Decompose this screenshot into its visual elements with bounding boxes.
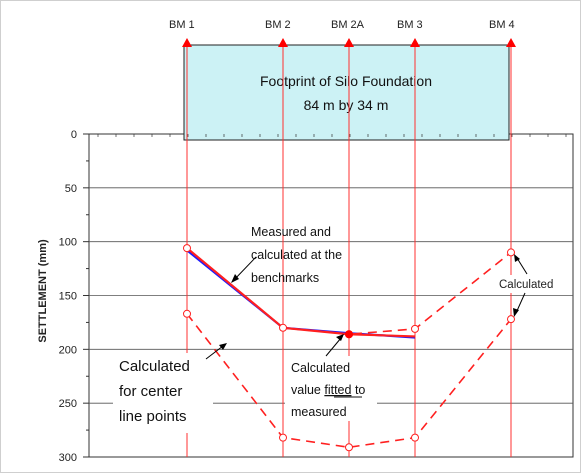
benchmark-marker	[182, 38, 192, 47]
data-point	[279, 323, 287, 332]
annotation-line: for center	[119, 383, 182, 400]
annotation-word: value	[291, 383, 324, 397]
arrowhead	[514, 254, 520, 262]
arrowhead	[513, 308, 519, 317]
arrowhead	[231, 274, 239, 283]
benchmark-marker	[278, 38, 288, 47]
data-point	[507, 315, 515, 324]
annotation-arrow	[325, 337, 342, 357]
footprint-dimensions: 84 m by 34 m	[304, 97, 389, 113]
data-point	[345, 443, 353, 452]
annotation-calculated-center: Calculated for center line points	[113, 343, 227, 433]
y-tick-label: 0	[71, 129, 77, 141]
data-point	[507, 248, 515, 257]
annotation-line: line points	[119, 408, 187, 425]
annotation-bg	[285, 356, 377, 421]
y-tick-label: 100	[59, 237, 77, 249]
annotation-line: value fitted to	[291, 383, 365, 397]
y-tick-label: 250	[59, 398, 77, 410]
annotation-line: measured	[291, 405, 347, 419]
data-point	[183, 309, 191, 318]
footprint-title: Footprint of Silo Foundation	[260, 73, 432, 89]
y-tick-label: 150	[59, 291, 77, 303]
annotation-line: Calculated	[291, 361, 350, 375]
benchmark-marker	[344, 38, 354, 47]
annotation-line: benchmarks	[251, 271, 319, 285]
benchmark-label: BM 2	[265, 19, 291, 31]
fitted-point	[345, 330, 353, 339]
annotation-bg	[113, 353, 213, 433]
annotation-word: to	[351, 383, 365, 397]
benchmark-marker	[506, 38, 516, 47]
series-layer	[183, 244, 515, 452]
arrowhead	[219, 343, 227, 350]
series-line-measured	[186, 249, 416, 339]
benchmark-marker	[410, 38, 420, 47]
annotation-measured-calculated: Measured and calculated at the benchmark…	[231, 225, 342, 285]
annotation-line: Calculated	[499, 279, 553, 291]
y-tick-label: 200	[59, 344, 77, 356]
annotation-arrow	[516, 257, 528, 275]
benchmark-layer: BM 1 BM 2 BM 2A BM 3 BM 4	[169, 19, 516, 457]
arrowhead	[336, 334, 344, 341]
data-point	[411, 324, 419, 333]
data-point	[183, 244, 191, 253]
annotation-word-underlined: fitted	[324, 383, 351, 397]
annotation-line: Calculated	[119, 358, 190, 375]
annotation-fitted: Calculated value fitted to measured	[285, 334, 377, 421]
benchmark-label: BM 2A	[331, 19, 365, 31]
annotation-bg	[495, 275, 571, 293]
data-point	[411, 433, 419, 442]
silo-footprint	[183, 44, 510, 141]
annotation-line: calculated at the	[251, 248, 342, 262]
benchmark-label: BM 1	[169, 19, 195, 31]
annotation-calculated-right: Calculated	[495, 254, 571, 317]
benchmark-label: BM 4	[489, 19, 515, 31]
annotation-line: Measured and	[251, 225, 331, 239]
y-tick-label: 50	[65, 183, 77, 195]
series-line-calculated-upper	[186, 247, 512, 336]
data-point	[279, 433, 287, 442]
y-axis-label: SETTLEMENT (mm)	[37, 239, 49, 343]
axis-layer: 0 50 100 150 200 250 300	[59, 129, 567, 464]
benchmark-label: BM 3	[397, 19, 423, 31]
y-tick-label: 300	[59, 452, 77, 464]
annotation-arrow	[205, 345, 224, 360]
